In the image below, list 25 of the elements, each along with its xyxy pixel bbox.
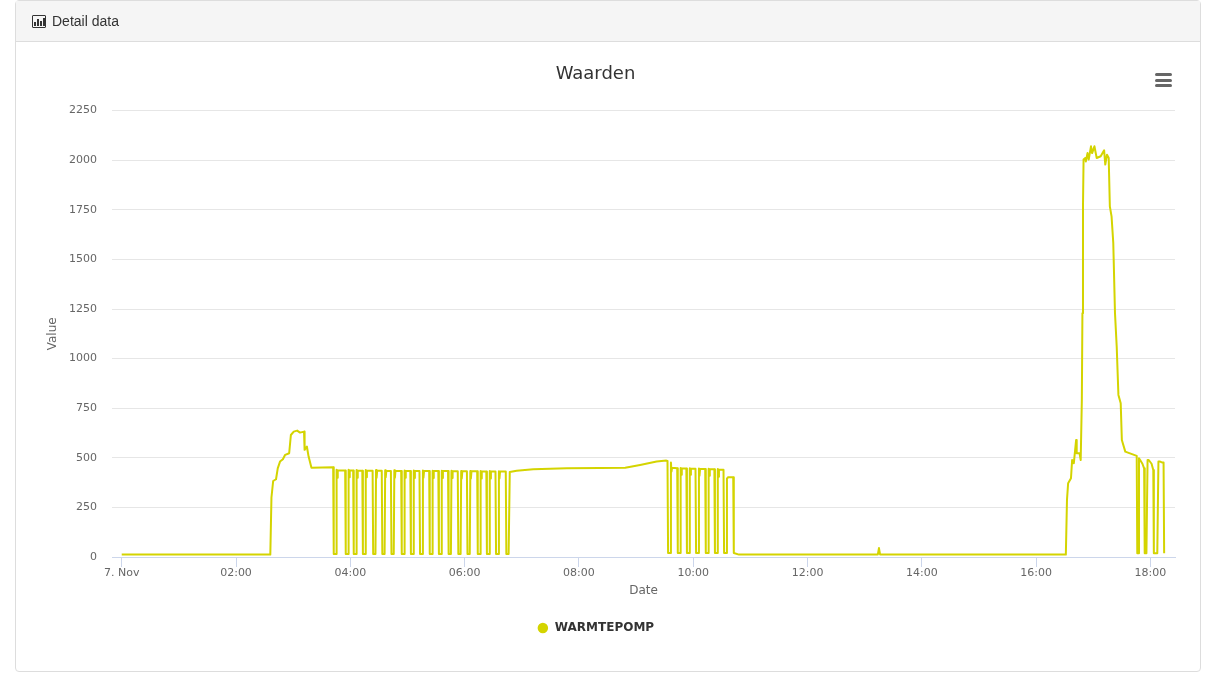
y-tick-label: 750 (76, 401, 97, 415)
text: Detail data (52, 13, 119, 29)
chart-title: Waarden (555, 62, 636, 84)
y-tick-label: 500 (76, 450, 97, 464)
x-tick-label: 08:00 (563, 566, 595, 580)
y-axis-title: Value (45, 317, 60, 351)
y-tick-label: 250 (76, 500, 97, 514)
y-tick-label: 1000 (69, 351, 97, 365)
x-tick-label: 16:00 (1020, 566, 1052, 580)
x-axis-title: Date (629, 582, 658, 597)
x-tick-label: 10:00 (677, 566, 710, 580)
y-tick-label: 2000 (69, 153, 97, 167)
y-tick-label: 1250 (69, 301, 97, 315)
legend-label: WARMTEPOMP (554, 620, 655, 635)
y-tick-label: 1750 (69, 202, 97, 216)
x-tick-label: 12:00 (791, 566, 824, 580)
x-tick-label: 04:00 (334, 566, 367, 580)
x-tick-label: 7. Nov (103, 566, 140, 580)
x-tick-label: 06:00 (448, 566, 481, 580)
y-tick-label: 1500 (69, 252, 97, 266)
y-tick-label: 0 (90, 549, 97, 563)
x-tick-label: 02:00 (220, 566, 252, 580)
x-tick-label: 14:00 (905, 566, 938, 580)
y-tick-label: 2250 (69, 103, 97, 117)
x-tick-label: 18:00 (1134, 566, 1167, 580)
